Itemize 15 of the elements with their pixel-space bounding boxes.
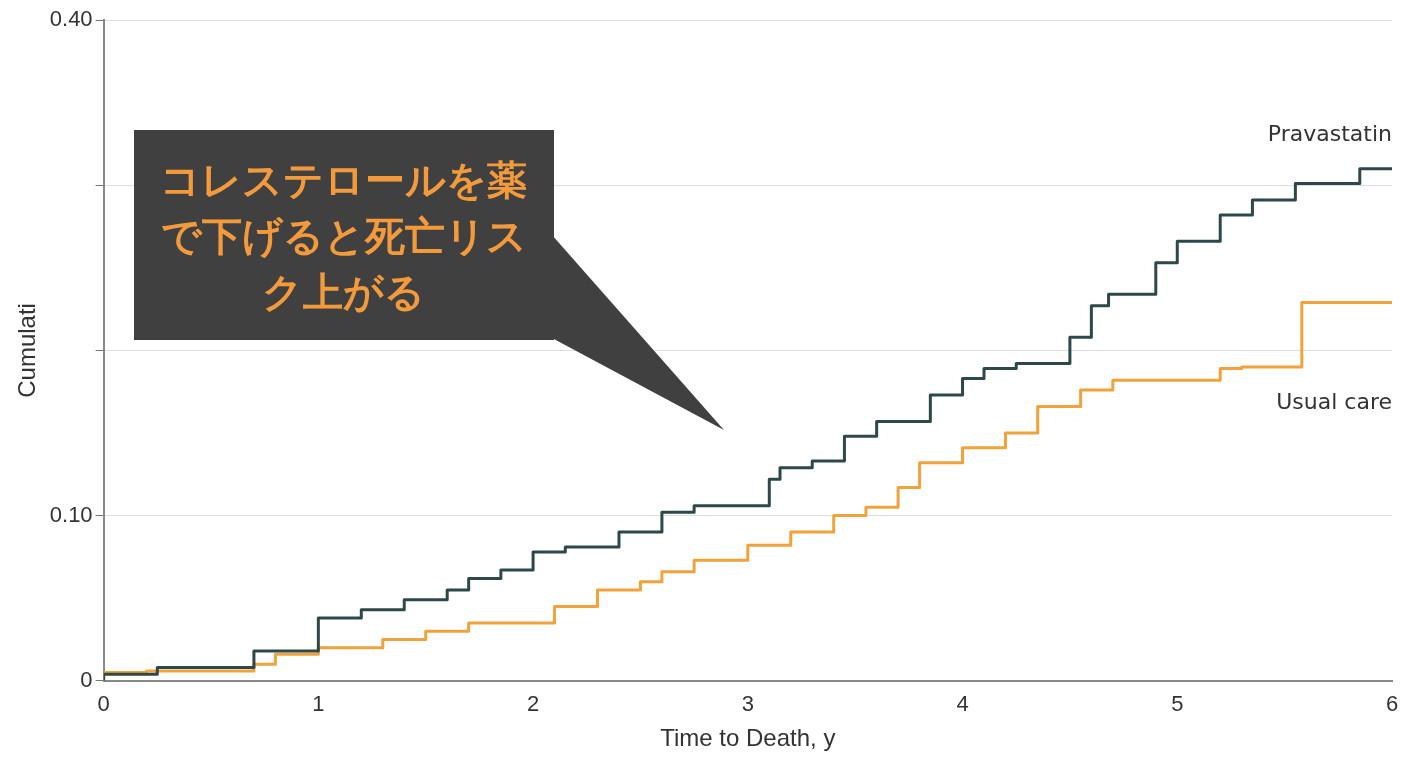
x-tick-label: 6	[1385, 691, 1399, 717]
x-tick-label: 0	[97, 691, 110, 717]
y-tick-label: 0.40	[49, 6, 93, 32]
series-label: Pravastatin	[1267, 121, 1392, 147]
x-tick-label: 5	[1171, 691, 1184, 717]
annotation: コレステロールを薬で下げると死亡リスク上がる	[159, 156, 529, 317]
y-tick-label: 0	[80, 666, 93, 692]
x-tick-label: 4	[956, 691, 969, 717]
x-axis-title: Time to Death, y	[660, 724, 836, 752]
y-tick-label: 0.10	[49, 501, 93, 527]
x-tick-label: 2	[526, 691, 540, 717]
x-tick-label: 3	[741, 691, 754, 717]
x-tick-label: 1	[312, 691, 325, 717]
series-label: Usual care	[1276, 389, 1392, 415]
y-axis-title: Cumulati	[13, 303, 41, 398]
